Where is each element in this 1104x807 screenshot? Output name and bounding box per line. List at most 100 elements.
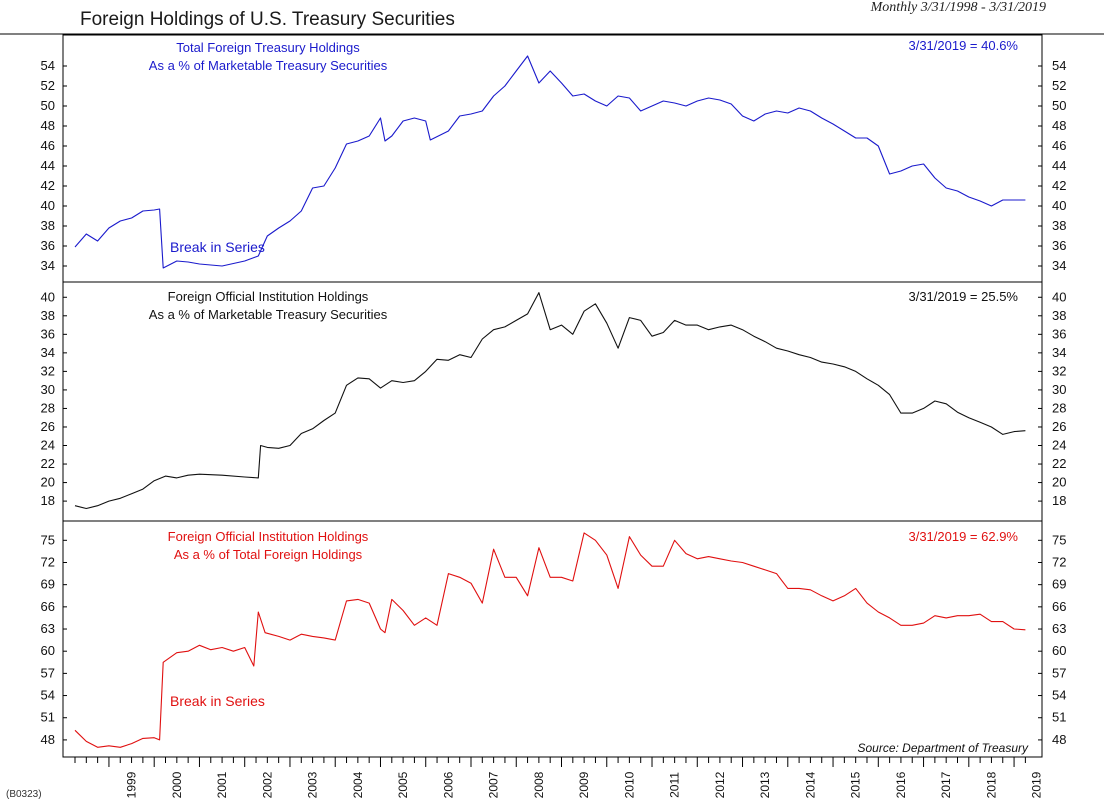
y-tick-label-right: 75 — [1052, 532, 1066, 547]
y-tick-label-left: 46 — [41, 138, 55, 153]
x-tick-label: 2019 — [1030, 771, 1044, 798]
y-tick-label-right: 34 — [1052, 258, 1066, 273]
y-tick-label-right: 26 — [1052, 419, 1066, 434]
y-tick-label-right: 42 — [1052, 178, 1066, 193]
y-tick-label-left: 20 — [41, 475, 55, 490]
y-tick-label-right: 63 — [1052, 621, 1066, 636]
y-tick-label-right: 34 — [1052, 345, 1066, 360]
y-tick-label-left: 69 — [41, 577, 55, 592]
y-tick-label-right: 38 — [1052, 308, 1066, 323]
panel-subtitle: As a % of Total Foreign Holdings — [174, 547, 363, 562]
x-tick-label: 2006 — [441, 771, 455, 798]
panel-title: Foreign Official Institution Holdings — [168, 289, 369, 304]
y-tick-label-right: 28 — [1052, 400, 1066, 415]
panel-2: 18 18 20 20 22 22 24 24 26 26 28 28 30 30 32 32 34 34 36 36… — [41, 281, 1066, 510]
y-tick-label-right: 69 — [1052, 577, 1066, 592]
x-tick-label: 2018 — [984, 771, 998, 798]
y-tick-label-left: 24 — [41, 438, 55, 453]
y-tick-label-right: 22 — [1052, 456, 1066, 471]
y-tick-label-left: 60 — [41, 643, 55, 658]
y-tick-label-left: 36 — [41, 238, 55, 253]
series-line — [74, 55, 1026, 269]
period-label: Monthly 3/31/1998 - 3/31/2019 — [870, 0, 1046, 15]
latest-value-label: 3/31/2019 = 62.9% — [908, 529, 1018, 544]
y-tick-label-right: 44 — [1052, 158, 1066, 173]
chart-title: Foreign Holdings of U.S. Treasury Securi… — [80, 9, 455, 30]
y-tick-label-left: 34 — [41, 345, 55, 360]
panel-3: 48 48 51 51 54 54 57 57 60 60 63 63 66 66 69 69 72 72 75 75… — [41, 520, 1066, 755]
y-tick-label-right: 50 — [1052, 98, 1066, 113]
y-tick-label-left: 40 — [41, 289, 55, 304]
x-tick-label: 2000 — [170, 771, 184, 798]
x-tick-label: 2001 — [215, 771, 229, 798]
y-tick-label-right: 54 — [1052, 688, 1066, 703]
y-tick-label-right: 60 — [1052, 643, 1066, 658]
y-tick-label-left: 54 — [41, 688, 55, 703]
x-tick-label: 2003 — [306, 771, 320, 798]
y-tick-label-right: 72 — [1052, 554, 1066, 569]
y-tick-label-right: 51 — [1052, 710, 1066, 725]
x-tick-label: 2010 — [622, 771, 636, 798]
panel-title: Foreign Official Institution Holdings — [168, 529, 369, 544]
plot-frame — [62, 34, 1043, 758]
y-tick-label-right: 36 — [1052, 326, 1066, 341]
x-tick-label: 2016 — [894, 771, 908, 798]
y-tick-label-left: 50 — [41, 98, 55, 113]
y-tick-label-left: 52 — [41, 78, 55, 93]
y-tick-label-right: 48 — [1052, 118, 1066, 133]
y-tick-label-left: 63 — [41, 621, 55, 636]
y-tick-label-left: 51 — [41, 710, 55, 725]
x-tick-label: 2007 — [487, 771, 501, 798]
x-tick-label: 2014 — [803, 771, 817, 798]
y-tick-label-right: 40 — [1052, 198, 1066, 213]
y-tick-label-left: 38 — [41, 218, 55, 233]
x-tick-label: 2017 — [939, 771, 953, 798]
panel-1: 34 34 36 36 38 38 40 40 42 42 44 44 46 46 48 48 50 50 52 52… — [41, 38, 1067, 273]
y-tick-label-left: 57 — [41, 665, 55, 680]
y-tick-label-left: 38 — [41, 308, 55, 323]
chart-code: (B0323) — [6, 789, 42, 800]
x-tick-label: 2013 — [758, 771, 772, 798]
y-tick-label-left: 22 — [41, 456, 55, 471]
y-tick-label-right: 66 — [1052, 599, 1066, 614]
x-tick-label: 2011 — [668, 772, 682, 798]
y-tick-label-left: 48 — [41, 118, 55, 133]
y-tick-label-right: 36 — [1052, 238, 1066, 253]
x-tick-label: 2002 — [260, 771, 274, 798]
x-tick-label: 2012 — [713, 771, 727, 798]
y-tick-label-left: 72 — [41, 554, 55, 569]
y-tick-label-right: 18 — [1052, 493, 1066, 508]
x-tick-label: 2008 — [532, 771, 546, 798]
y-tick-label-left: 44 — [41, 158, 55, 173]
y-tick-label-right: 48 — [1052, 732, 1066, 747]
latest-value-label: 3/31/2019 = 25.5% — [908, 289, 1018, 304]
panel-subtitle: As a % of Marketable Treasury Securities — [149, 58, 388, 73]
y-tick-label-right: 57 — [1052, 665, 1066, 680]
x-tick-label: 2015 — [849, 771, 863, 798]
y-tick-label-left: 26 — [41, 419, 55, 434]
y-tick-label-left: 28 — [41, 400, 55, 415]
y-tick-label-left: 66 — [41, 599, 55, 614]
break-in-series-annotation: Break in Series — [170, 239, 265, 255]
y-tick-label-left: 54 — [41, 58, 55, 73]
y-tick-label-right: 30 — [1052, 382, 1066, 397]
y-tick-label-right: 20 — [1052, 475, 1066, 490]
y-tick-label-left: 42 — [41, 178, 55, 193]
y-tick-label-left: 40 — [41, 198, 55, 213]
y-tick-label-right: 38 — [1052, 218, 1066, 233]
y-tick-label-left: 34 — [41, 258, 55, 273]
break-in-series-annotation: Break in Series — [170, 693, 265, 709]
series-line — [74, 532, 1026, 748]
y-tick-label-left: 48 — [41, 732, 55, 747]
latest-value-label: 3/31/2019 = 40.6% — [908, 38, 1018, 53]
y-tick-label-right: 52 — [1052, 78, 1066, 93]
source-note: Source: Department of Treasury — [857, 741, 1029, 755]
y-tick-label-left: 30 — [41, 382, 55, 397]
x-tick-label: 1999 — [125, 771, 139, 798]
panel-title: Total Foreign Treasury Holdings — [176, 40, 360, 55]
y-tick-label-right: 32 — [1052, 363, 1066, 378]
x-tick-label: 2009 — [577, 771, 591, 798]
y-tick-label-right: 40 — [1052, 289, 1066, 304]
y-tick-label-left: 36 — [41, 326, 55, 341]
